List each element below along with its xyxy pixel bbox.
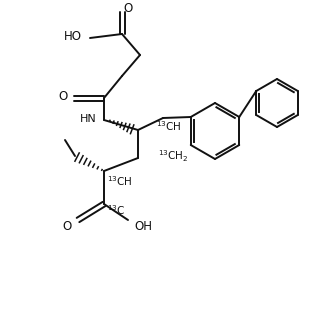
Text: O: O (63, 220, 72, 233)
Text: $^{13}$CH: $^{13}$CH (156, 119, 181, 133)
Text: O: O (59, 89, 68, 102)
Text: $^{13}$CH$_2$: $^{13}$CH$_2$ (158, 148, 188, 164)
Text: $^{13}$C: $^{13}$C (107, 203, 126, 217)
Text: HO: HO (64, 29, 82, 42)
Text: HN: HN (80, 114, 97, 124)
Text: O: O (123, 3, 133, 15)
Text: $^{13}$CH: $^{13}$CH (107, 174, 133, 188)
Text: OH: OH (134, 220, 152, 233)
